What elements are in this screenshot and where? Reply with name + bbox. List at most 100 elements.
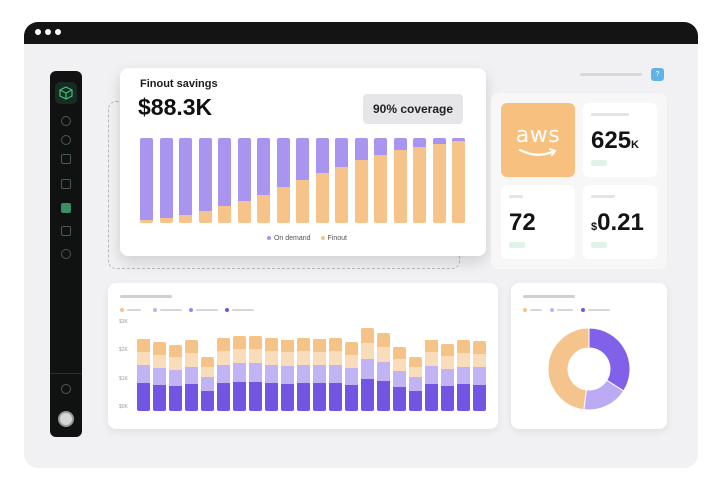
stacked-bar[interactable] bbox=[329, 337, 342, 411]
stacked-bar[interactable] bbox=[249, 335, 262, 411]
stacked-bar[interactable] bbox=[345, 342, 358, 411]
savings-legend: On demand Finout bbox=[120, 235, 486, 242]
savings-bar[interactable] bbox=[159, 138, 173, 223]
finout-segment bbox=[315, 172, 329, 223]
savings-bar[interactable] bbox=[315, 138, 329, 223]
stacked-bar[interactable] bbox=[233, 335, 246, 411]
stack-segment bbox=[297, 364, 310, 384]
stack-segment bbox=[297, 383, 310, 411]
savings-bar[interactable] bbox=[452, 138, 465, 223]
card-title-placeholder bbox=[523, 295, 575, 298]
notification-badge-icon[interactable]: ? bbox=[651, 68, 664, 81]
savings-bar[interactable] bbox=[296, 138, 309, 223]
stack-segment bbox=[313, 383, 326, 411]
window-dot-icon[interactable] bbox=[45, 29, 51, 35]
stacked-bar[interactable] bbox=[377, 332, 390, 411]
stack-segment bbox=[409, 390, 422, 411]
legend-label-placeholder bbox=[232, 309, 254, 311]
donut-slice[interactable] bbox=[588, 327, 631, 392]
stacked-bar[interactable] bbox=[313, 338, 326, 411]
savings-bar[interactable] bbox=[276, 138, 290, 223]
stack-segment bbox=[425, 383, 438, 411]
stack-segment bbox=[393, 386, 406, 411]
legend-dot bbox=[523, 308, 527, 312]
stacked-bar[interactable] bbox=[361, 327, 374, 411]
stacked-bar[interactable] bbox=[473, 341, 486, 411]
price-stat-value: $0.21 bbox=[591, 209, 644, 236]
on-demand-segment bbox=[257, 138, 270, 195]
aws-smile-icon bbox=[518, 147, 557, 156]
stacked-bar[interactable] bbox=[409, 357, 422, 411]
savings-bar[interactable] bbox=[218, 138, 231, 223]
stack-segment bbox=[265, 337, 278, 351]
stacked-bar[interactable] bbox=[265, 337, 278, 411]
on-demand-segment bbox=[452, 138, 465, 142]
avatar[interactable] bbox=[58, 411, 74, 427]
stacked-bar[interactable] bbox=[457, 340, 470, 411]
stack-segment bbox=[281, 383, 294, 411]
sidebar-nav-icon[interactable] bbox=[61, 226, 71, 236]
savings-bar[interactable] bbox=[413, 138, 426, 223]
window-dot-icon[interactable] bbox=[55, 29, 61, 35]
savings-bar[interactable] bbox=[393, 138, 407, 223]
stack-segment bbox=[233, 335, 246, 350]
stack-segment bbox=[217, 383, 230, 411]
stack-segment bbox=[409, 366, 422, 378]
aws-tile[interactable]: aws bbox=[501, 103, 575, 177]
sidebar-nav-icon[interactable] bbox=[61, 154, 71, 164]
settings-icon[interactable] bbox=[61, 384, 71, 394]
savings-bar[interactable] bbox=[354, 138, 368, 223]
count-stat-tile: 72 bbox=[501, 185, 575, 259]
on-demand-segment bbox=[179, 138, 192, 216]
stack-segment bbox=[393, 358, 406, 371]
legend-label-placeholder bbox=[557, 309, 573, 311]
on-demand-segment bbox=[432, 138, 446, 144]
savings-bar[interactable] bbox=[257, 138, 270, 223]
stacked-bar[interactable] bbox=[441, 344, 454, 411]
savings-bar[interactable] bbox=[237, 138, 251, 223]
finout-segment bbox=[393, 149, 407, 223]
stack-segment bbox=[281, 352, 294, 366]
stack-segment bbox=[425, 339, 438, 353]
stacked-bar[interactable] bbox=[425, 339, 438, 411]
stack-segment bbox=[313, 365, 326, 384]
stacked-bar[interactable] bbox=[393, 347, 406, 411]
stacked-bar[interactable] bbox=[297, 337, 310, 411]
stacked-bar[interactable] bbox=[281, 339, 294, 411]
on-demand-segment bbox=[315, 138, 329, 173]
stack-segment bbox=[217, 337, 230, 351]
stack-segment bbox=[249, 382, 262, 411]
coverage-badge[interactable]: 90% coverage bbox=[363, 94, 463, 124]
stack-segment bbox=[425, 352, 438, 366]
stacked-bar[interactable] bbox=[185, 340, 198, 411]
stack-segment bbox=[201, 366, 214, 378]
logo-cube-icon[interactable] bbox=[55, 82, 77, 104]
sidebar-nav-icon[interactable] bbox=[61, 135, 71, 145]
sidebar-nav-active-icon[interactable] bbox=[61, 203, 71, 213]
tile-chip bbox=[509, 242, 525, 248]
stacked-bar[interactable] bbox=[217, 337, 230, 411]
savings-value: $88.3K bbox=[138, 94, 213, 120]
stack-segment bbox=[313, 351, 326, 366]
stack-segment bbox=[137, 365, 150, 384]
on-demand-segment bbox=[374, 138, 387, 155]
sidebar-nav-icon[interactable] bbox=[61, 249, 71, 259]
savings-bar[interactable] bbox=[140, 138, 153, 223]
savings-bar[interactable] bbox=[335, 138, 348, 223]
savings-bar[interactable] bbox=[179, 138, 192, 223]
sidebar-nav-icon[interactable] bbox=[61, 116, 71, 126]
sidebar-nav-icon[interactable] bbox=[61, 179, 71, 189]
donut-slice[interactable] bbox=[547, 327, 590, 411]
savings-bar[interactable] bbox=[374, 138, 387, 223]
legend-dot bbox=[225, 308, 229, 312]
window-dot-icon[interactable] bbox=[35, 29, 41, 35]
stack-segment bbox=[377, 381, 390, 411]
savings-bar[interactable] bbox=[432, 138, 446, 223]
stacked-bar[interactable] bbox=[169, 345, 182, 411]
stack-segment bbox=[457, 353, 470, 367]
stacked-bar[interactable] bbox=[153, 342, 166, 411]
stacked-bar[interactable] bbox=[137, 338, 150, 411]
savings-bar[interactable] bbox=[198, 138, 212, 223]
stacked-bar[interactable] bbox=[201, 357, 214, 411]
on-demand-segment bbox=[198, 138, 212, 212]
